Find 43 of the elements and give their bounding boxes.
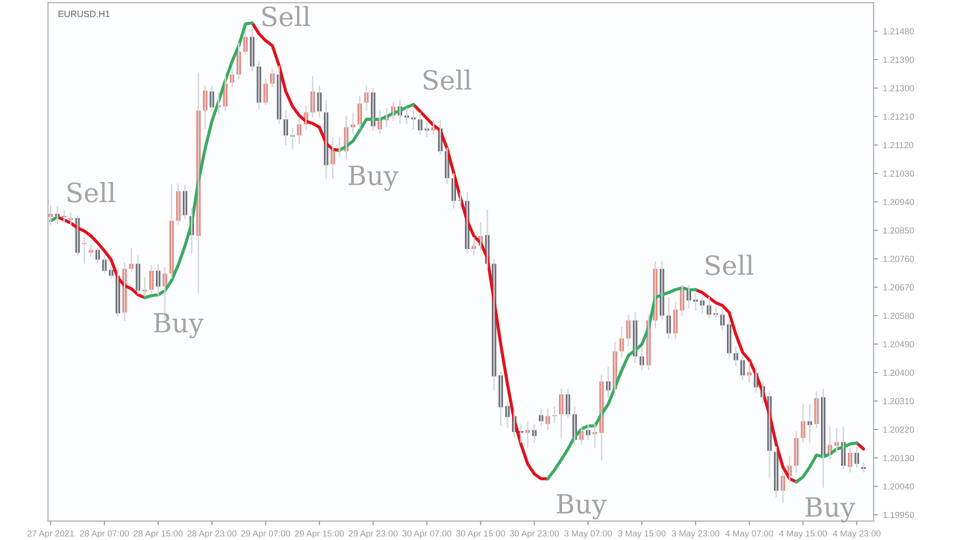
x-tick-label: 28 Apr 07:00 (80, 530, 129, 538)
x-tick-label: 30 Apr 23:00 (510, 530, 559, 538)
annotation: Buy (556, 494, 607, 520)
annotation: Sell (706, 254, 754, 276)
y-tick-label: 1.19950 (883, 512, 914, 518)
x-tick-label: 28 Apr 15:00 (134, 530, 183, 538)
annotation: Buy (348, 166, 398, 191)
x-tick-label: 4 May 23:00 (832, 530, 881, 538)
y-tick-label: 1.20130 (883, 454, 914, 462)
annotation: Buy (805, 497, 856, 522)
x-tick-label: 29 Apr 07:00 (241, 530, 290, 538)
x-tick-label: 3 May 15:00 (618, 530, 666, 538)
x-tick-label: 27 Apr 2021 (28, 530, 74, 538)
y-tick-label: 1.20400 (883, 370, 914, 376)
annotation: Sell (262, 6, 310, 26)
y-tick-label: 1.21300 (883, 85, 914, 92)
y-tick-label: 1.20040 (883, 483, 914, 490)
y-tick-label: 1.20850 (883, 227, 914, 234)
y-tick-label: 1.21120 (883, 142, 914, 148)
annotation: Sell (68, 182, 116, 202)
y-tick-label: 1.20490 (883, 341, 914, 348)
x-tick-label: 4 May 07:00 (725, 530, 774, 538)
x-tick-label: 30 Apr 15:00 (456, 530, 506, 538)
y-tick-label: 1.21390 (883, 56, 914, 63)
y-tick-label: 1.20220 (883, 426, 914, 433)
text: EURUSD.H1 (58, 10, 110, 18)
y-tick-label: 1.20580 (883, 312, 914, 319)
x-tick-label: 30 Apr 07:00 (402, 530, 452, 538)
x-tick-label: 29 Apr 15:00 (295, 530, 344, 538)
x-tick-label: 29 Apr 23:00 (348, 530, 398, 538)
x-tick-label: 3 May 07:00 (564, 530, 612, 538)
y-tick-label: 1.21030 (883, 170, 914, 177)
y-tick-label: 1.20310 (883, 398, 914, 404)
y-tick-label: 1.20940 (883, 198, 914, 206)
x-tick-label: 4 May 15:00 (779, 530, 827, 538)
x-tick-label: 3 May 23:00 (672, 530, 720, 538)
y-tick-label: 1.20670 (883, 284, 914, 290)
annotation: Sell (424, 69, 472, 90)
x-tick-label: 28 Apr 23:00 (188, 530, 236, 538)
annotation: Buy (154, 313, 204, 338)
y-tick-label: 1.21210 (883, 114, 914, 120)
y-tick-label: 1.20760 (883, 256, 914, 262)
y-tick-label: 1.21480 (883, 28, 914, 34)
